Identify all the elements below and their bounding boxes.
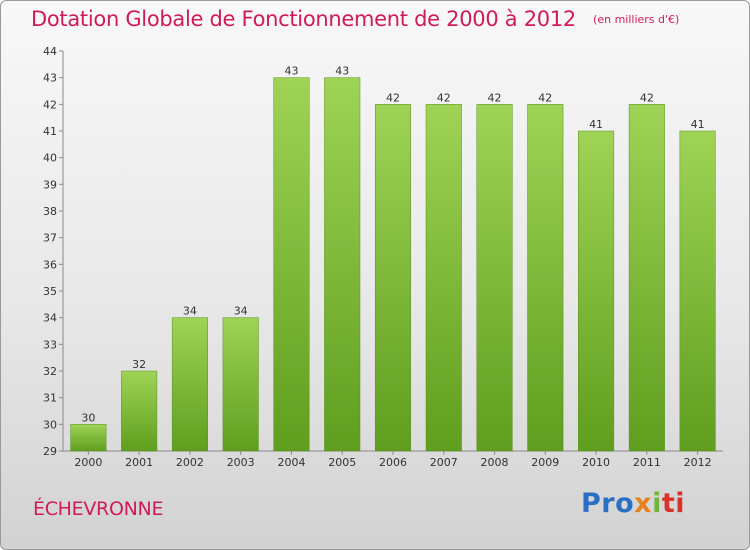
bar-2003: [222, 317, 259, 452]
x-tick-label: 2005: [328, 456, 356, 469]
bar-2009: [527, 104, 564, 452]
bar-value-label: 42: [640, 91, 654, 104]
y-tick-label: 33: [43, 338, 57, 351]
bar-value-label: 42: [437, 91, 451, 104]
bar-value-label: 42: [386, 91, 400, 104]
bars: [70, 77, 716, 452]
y-tick-label: 42: [43, 98, 57, 111]
bar-value-label: 34: [234, 305, 248, 318]
x-tick-label: 2011: [633, 456, 661, 469]
bar-2007: [425, 104, 462, 452]
x-tick-label: 2007: [430, 456, 458, 469]
bar-value-label: 30: [81, 411, 95, 424]
y-tick-label: 37: [43, 232, 57, 245]
bar-2008: [476, 104, 513, 452]
x-tick-label: 2012: [684, 456, 712, 469]
x-tick-label: 2001: [125, 456, 153, 469]
logo-part-4: ti: [661, 488, 686, 519]
logo-part-3: i: [652, 488, 662, 519]
y-tick-label: 41: [43, 125, 57, 138]
y-tick-label: 35: [43, 285, 57, 298]
bar-2011: [628, 104, 665, 452]
x-tick-label: 2003: [227, 456, 255, 469]
x-tick-label: 2010: [582, 456, 610, 469]
bar-value-label: 43: [284, 65, 298, 78]
y-tick-label: 34: [43, 312, 57, 325]
x-tick-label: 2004: [277, 456, 305, 469]
bar-value-label: 42: [538, 91, 552, 104]
logo-part-2: x: [634, 488, 653, 519]
bar-value-label: 41: [589, 118, 603, 131]
chart-subtitle: (en milliers d'€): [593, 13, 680, 26]
y-tick-label: 36: [43, 258, 57, 271]
y-tick-label: 30: [43, 418, 57, 431]
logo-part-1: Pro: [581, 488, 635, 519]
y-tick-label: 32: [43, 365, 57, 378]
bar-2001: [121, 370, 158, 452]
bar-2010: [578, 130, 615, 452]
x-tick-label: 2006: [379, 456, 407, 469]
y-tick-label: 31: [43, 392, 57, 405]
y-tick-label: 44: [43, 45, 57, 58]
proxiti-logo[interactable]: Proxiti: [581, 488, 685, 519]
bar-value-label: 34: [183, 305, 197, 318]
x-tick-label: 2002: [176, 456, 204, 469]
bar-2004: [273, 77, 310, 452]
bar-value-label: 43: [335, 65, 349, 78]
bar-value-label: 42: [488, 91, 502, 104]
bar-2002: [171, 317, 208, 452]
bar-value-label: 41: [691, 118, 705, 131]
x-tick-label: 2009: [531, 456, 559, 469]
bar-2006: [374, 104, 412, 452]
bar-2005: [324, 77, 361, 452]
axes: 29 30 31 32 33 34 35 36 37 38 39 40 41 42 43 44 2000 2001…: [43, 45, 723, 469]
chart-title-block: Dotation Globale de Fonctionnement de 20…: [31, 7, 679, 31]
x-tick-label: 2008: [481, 456, 509, 469]
commune-name: ÉCHEVRONNE: [33, 498, 164, 520]
y-tick-label: 38: [43, 205, 57, 218]
bar-value-label: 32: [132, 358, 146, 371]
y-tick-label: 39: [43, 178, 57, 191]
y-tick-label: 43: [43, 72, 57, 85]
x-tick-label: 2000: [74, 456, 102, 469]
y-tick-label: 29: [43, 445, 57, 458]
chart-title: Dotation Globale de Fonctionnement de 20…: [31, 7, 576, 31]
bar-2000: [70, 424, 107, 452]
data-labels: 30 32 34 34 43 43 42 42 42 42 41 42 41: [81, 65, 704, 425]
bar-2012: [679, 130, 716, 452]
y-tick-label: 40: [43, 152, 57, 165]
